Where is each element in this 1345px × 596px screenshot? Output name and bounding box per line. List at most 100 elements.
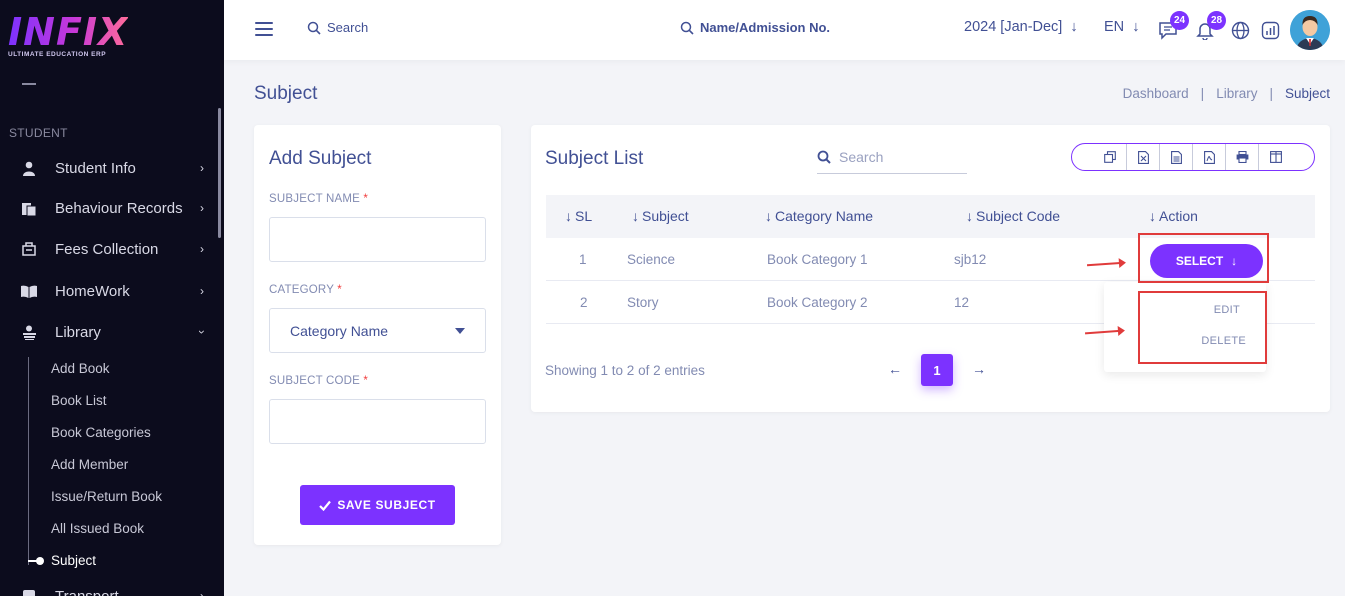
category-select[interactable]: Category Name — [269, 308, 486, 353]
csv-button[interactable] — [1160, 144, 1193, 170]
library-icon — [21, 324, 37, 340]
column-header-action[interactable]: ↓ Action — [1149, 208, 1198, 224]
academic-year-value: 2024 [Jan-Dec] — [964, 19, 1063, 35]
subject-code-label-text: SUBJECT CODE — [269, 375, 361, 387]
cell-code: sjb12 — [954, 252, 987, 267]
submenu-issue-return-book[interactable]: Issue/Return Book — [51, 489, 163, 504]
logo-tagline: ULTIMATE EDUCATION ERP — [8, 51, 107, 58]
notifications-button[interactable]: 28 — [1194, 11, 1226, 41]
page-button-current[interactable]: 1 — [921, 354, 953, 386]
messages-badge: 24 — [1170, 11, 1189, 30]
column-header-label: Subject Code — [976, 208, 1061, 224]
table-row: 1 Science Book Category 1 sjb12 — [546, 238, 1315, 281]
sidebar-section-title: STUDENT — [9, 126, 68, 140]
submenu-subject[interactable]: Subject — [51, 553, 97, 568]
list-search[interactable]: Search — [817, 141, 967, 174]
submenu-all-issued-book[interactable]: All Issued Book — [51, 521, 145, 536]
highlight-select-box — [1138, 233, 1269, 283]
column-header-label: Category Name — [775, 208, 874, 224]
required-mark: * — [363, 375, 369, 387]
user-avatar[interactable] — [1290, 10, 1330, 50]
category-label-text: CATEGORY — [269, 284, 334, 296]
next-page-arrow-icon[interactable]: → — [972, 361, 986, 377]
arrow-down-icon: ↓ — [1066, 19, 1078, 35]
sidebar-item-behaviour-records[interactable]: Behaviour Records › — [0, 192, 218, 224]
copy-button[interactable] — [1094, 144, 1127, 170]
top-search-label: Search — [327, 20, 369, 35]
save-subject-button[interactable]: SAVE SUBJECT — [300, 485, 455, 525]
active-indicator-dot — [36, 557, 44, 565]
subject-name-label-text: SUBJECT NAME — [269, 193, 361, 205]
breadcrumb-separator: | — [1269, 86, 1273, 101]
prev-page-arrow-icon[interactable]: ← — [888, 361, 902, 377]
add-subject-card: Add Subject SUBJECT NAME * CATEGORY * Ca… — [254, 125, 501, 545]
arrow-down-icon: ↓ — [1128, 19, 1140, 35]
excel-button[interactable] — [1127, 144, 1160, 170]
submenu-book-categories[interactable]: Book Categories — [51, 425, 151, 440]
cell-sl: 2 — [580, 295, 588, 310]
logo[interactable]: INFIX ULTIMATE EDUCATION ERP — [8, 12, 128, 58]
sidebar-item-label: Transport — [55, 587, 119, 596]
stats-button[interactable] — [1259, 19, 1281, 41]
sidebar-item-transport[interactable]: Transport › — [0, 580, 218, 596]
menu-toggle-icon[interactable] — [255, 22, 273, 36]
sort-arrow-icon: ↓ — [1149, 208, 1156, 224]
academic-year-select[interactable]: 2024 [Jan-Dec] ↓ — [964, 19, 1078, 35]
submenu-line — [28, 357, 29, 565]
website-button[interactable] — [1229, 19, 1251, 41]
csv-icon — [1170, 150, 1182, 164]
pdf-button[interactable] — [1193, 144, 1226, 170]
sidebar-item-label: Behaviour Records — [55, 199, 183, 217]
column-header-category[interactable]: ↓ Category Name — [765, 208, 873, 224]
required-mark: * — [363, 193, 369, 205]
cell-category: Book Category 2 — [767, 295, 868, 310]
subject-list-card: Subject List Search ↓ SL ↓ Subject ↓ Catego… — [531, 125, 1330, 412]
required-mark: * — [337, 284, 342, 296]
action-dropdown-menu: EDIT DELETE — [1104, 282, 1266, 372]
sidebar-item-fees-collection[interactable]: Fees Collection › — [0, 233, 218, 265]
column-header-code[interactable]: ↓ Subject Code — [966, 208, 1060, 224]
submenu-add-member[interactable]: Add Member — [51, 457, 129, 472]
column-header-subject[interactable]: ↓ Subject — [632, 208, 689, 224]
subject-code-label: SUBJECT CODE * — [269, 375, 368, 387]
subject-name-label: SUBJECT NAME * — [269, 193, 368, 205]
delete-menu-item[interactable]: DELETE — [1201, 335, 1246, 347]
messages-button[interactable]: 24 — [1157, 11, 1189, 41]
column-header-sl[interactable]: ↓ SL — [565, 208, 592, 224]
breadcrumb-library[interactable]: Library — [1216, 86, 1258, 101]
chart-icon — [1261, 21, 1279, 39]
submenu-book-list[interactable]: Book List — [51, 393, 107, 408]
sidebar-dash — [22, 83, 36, 85]
breadcrumb-dashboard[interactable]: Dashboard — [1122, 86, 1189, 101]
sidebar-item-student-info[interactable]: Student Info › — [0, 152, 218, 184]
print-button[interactable] — [1226, 144, 1259, 170]
sort-arrow-icon: ↓ — [632, 208, 639, 224]
active-indicator-line — [28, 560, 37, 562]
globe-icon — [1231, 21, 1249, 39]
notifications-badge: 28 — [1207, 11, 1226, 30]
book-open-icon — [21, 283, 37, 299]
search-icon — [817, 150, 831, 164]
subject-name-input[interactable] — [269, 217, 486, 262]
admission-search-label: Name/Admission No. — [700, 20, 831, 35]
breadcrumb: Dashboard | Library | Subject — [1123, 86, 1330, 101]
fees-icon — [21, 241, 37, 257]
sidebar-item-library[interactable]: Library › — [0, 316, 218, 348]
cell-sl: 1 — [579, 252, 587, 267]
columns-button[interactable] — [1259, 144, 1292, 170]
language-select[interactable]: EN ↓ — [1104, 19, 1139, 35]
breadcrumb-subject: Subject — [1284, 86, 1330, 101]
chevron-right-icon: › — [200, 589, 204, 596]
submenu-add-book[interactable]: Add Book — [51, 361, 110, 376]
select-action-button[interactable]: SELECT ↓ — [1150, 244, 1263, 278]
top-search[interactable]: Search — [307, 20, 368, 35]
admission-search[interactable]: Name/Admission No. — [680, 20, 830, 35]
sidebar-item-label: HomeWork — [55, 282, 130, 300]
sidebar-item-homework[interactable]: HomeWork › — [0, 275, 218, 307]
subject-code-input[interactable] — [269, 399, 486, 444]
chevron-right-icon: › — [200, 161, 204, 175]
category-select-value: Category Name — [290, 322, 389, 339]
sidebar-scrollbar[interactable] — [218, 108, 221, 238]
logo-text: INFIX — [8, 10, 129, 54]
edit-menu-item[interactable]: EDIT — [1213, 304, 1240, 316]
